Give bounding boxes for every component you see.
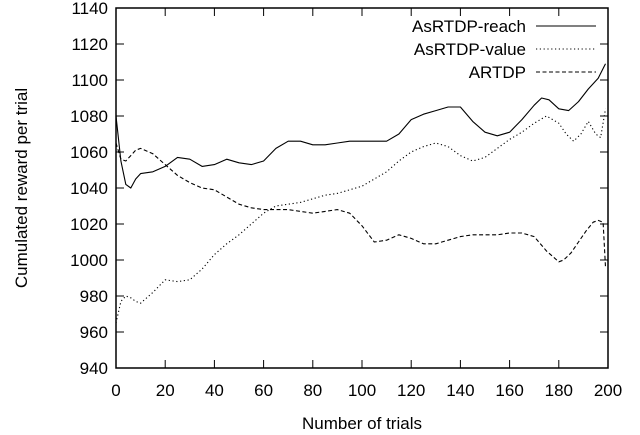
y-tick-label: 1140 <box>71 0 108 18</box>
x-tick-label: 60 <box>254 381 273 400</box>
x-tick-label: 120 <box>397 381 425 400</box>
x-tick-label: 0 <box>111 381 120 400</box>
plot-area-frame <box>115 7 609 369</box>
legend-label: AsRTDP-reach <box>412 17 526 36</box>
y-axis-label: Cumulated reward per trial <box>12 88 31 288</box>
x-tick-label: 40 <box>205 381 224 400</box>
x-tick-label: 100 <box>348 381 376 400</box>
x-axis-label: Number of trials <box>302 414 422 433</box>
legend: AsRTDP-reach AsRTDP-value ARTDP <box>412 17 596 82</box>
y-tick-label: 940 <box>80 359 108 378</box>
y-tick-label: 1080 <box>70 107 108 126</box>
x-tick-label: 140 <box>446 381 474 400</box>
legend-label: ARTDP <box>469 63 526 82</box>
legend-label: AsRTDP-value <box>414 40 526 59</box>
y-tick-label: 1100 <box>71 71 108 90</box>
y-tick-label: 1020 <box>70 215 108 234</box>
x-tick-label: 200 <box>594 381 622 400</box>
y-tick-label: 960 <box>80 323 108 342</box>
series-lines <box>115 63 607 324</box>
y-tick-label: 980 <box>80 287 108 306</box>
series-line-asrtdp-reach <box>115 63 606 189</box>
axis-ticks: 0 20 40 60 80 100 120 140 160 180 200 940 960 980 1000… <box>70 0 622 400</box>
x-tick-label: 80 <box>303 381 322 400</box>
series-line-asrtdp-value <box>115 108 607 324</box>
series-line-artdp <box>115 142 607 268</box>
x-tick-label: 20 <box>156 381 175 400</box>
y-tick-label: 1040 <box>70 179 108 198</box>
x-tick-label: 180 <box>545 381 573 400</box>
y-tick-label: 1120 <box>71 35 108 54</box>
x-tick-label: 160 <box>495 381 523 400</box>
y-tick-label: 1060 <box>70 143 108 162</box>
y-tick-label: 1000 <box>70 251 108 270</box>
